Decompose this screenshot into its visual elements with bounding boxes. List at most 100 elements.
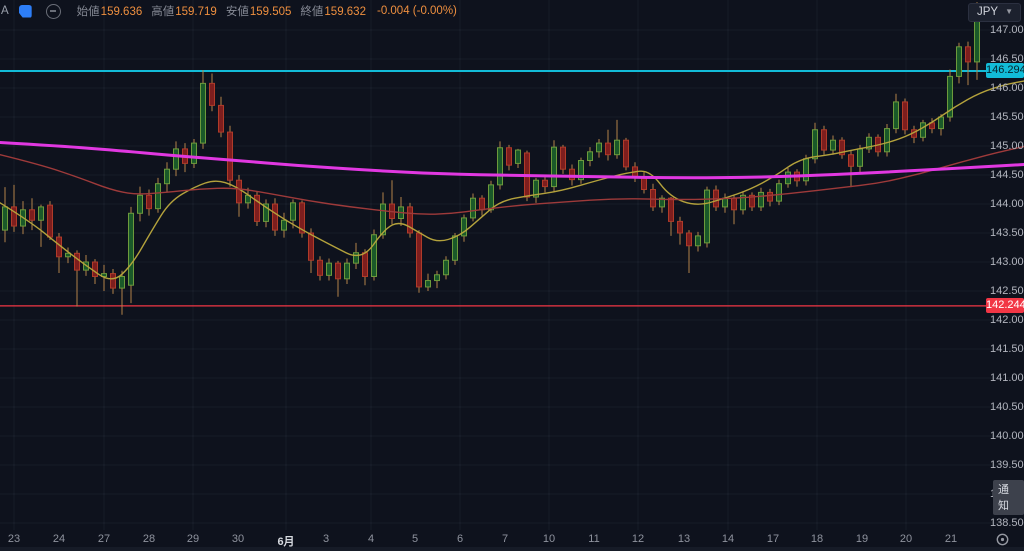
candle-body (380, 203, 386, 236)
candle (209, 73, 215, 112)
candle (650, 183, 656, 211)
lower-level-price-badge: 142.244 (986, 298, 1024, 314)
candle-body (218, 104, 224, 133)
candle (326, 258, 332, 281)
candle (668, 197, 674, 236)
candle-body (164, 168, 170, 185)
candle (272, 198, 278, 236)
candle-body (704, 189, 710, 244)
price-tick-label: 146.500 (990, 52, 1024, 65)
open-label: 始値 (76, 6, 100, 18)
candle-body (308, 232, 314, 261)
candle (281, 212, 287, 238)
candle-body (650, 189, 656, 208)
time-tick-label: 13 (677, 533, 691, 545)
price-tick-label: 143.000 (990, 255, 1024, 268)
upper-level-price-badge: 146.294 (986, 63, 1024, 79)
candle (200, 70, 206, 149)
candle (155, 177, 161, 213)
candle-body (371, 234, 377, 278)
candle-body (92, 261, 98, 277)
candle (263, 199, 269, 228)
candle (920, 119, 926, 142)
candle-body (938, 116, 944, 130)
candle-body (488, 184, 494, 211)
candle (191, 139, 197, 169)
time-tick-label: 3 (322, 533, 330, 545)
candle-body (353, 252, 359, 264)
price-tick-label: 139.500 (990, 458, 1024, 471)
high-label: 高値 (151, 6, 175, 18)
candle-body (668, 197, 674, 222)
candle (956, 42, 962, 84)
candle-body (569, 168, 575, 181)
candle-body (425, 280, 431, 288)
change-value: -0.004 (-0.00%) (376, 5, 457, 17)
candle (452, 233, 458, 265)
candle (794, 169, 800, 187)
candle-body (956, 46, 962, 77)
low-field: 安値159.505 (226, 3, 292, 19)
candle-body (866, 136, 872, 150)
candle-body (749, 194, 755, 208)
time-tick-label: 11 (588, 533, 600, 545)
time-tick-label: 6 (456, 533, 464, 545)
candle (605, 129, 611, 161)
candle (686, 230, 692, 274)
candle-body (758, 191, 764, 208)
notification-badge[interactable]: 通知 (993, 480, 1024, 515)
candle (578, 157, 584, 184)
candle (290, 199, 296, 229)
candle-body (173, 148, 179, 170)
time-tick-label: 27 (97, 533, 111, 545)
high-field: 高値159.719 (151, 3, 217, 19)
grid-lines (0, 0, 1024, 530)
symbol-label: A (1, 5, 9, 17)
candle (596, 139, 602, 158)
chevron-down-icon: ▼ (1005, 7, 1013, 16)
price-axis[interactable]: 146.294 142.244 147.000 146.500 146.000 145… (986, 0, 1024, 551)
candle-body (110, 273, 116, 289)
price-tick-label: 140.000 (990, 429, 1024, 442)
candle-body (821, 129, 827, 151)
time-tick-label: 23 (7, 533, 21, 545)
time-tick-label: 18 (810, 533, 824, 545)
candle (965, 41, 971, 86)
candle (758, 187, 764, 211)
candle (776, 179, 782, 206)
candle (371, 229, 377, 281)
candle (830, 135, 836, 155)
candle-body (551, 146, 557, 188)
collapse-legend-button[interactable] (45, 3, 61, 19)
candle (434, 270, 440, 289)
candle (533, 177, 539, 203)
ma-mid-line (0, 145, 1024, 215)
candle-body (920, 122, 926, 138)
candle-body (857, 148, 863, 167)
candle (902, 98, 908, 135)
high-value: 159.719 (175, 6, 217, 18)
gear-icon[interactable] (995, 532, 1010, 547)
candle (119, 270, 125, 315)
candle-body (146, 194, 152, 210)
level-lines (0, 69, 986, 307)
candle (740, 191, 746, 215)
candle (443, 256, 449, 280)
candle-body (38, 206, 44, 221)
candle (704, 186, 710, 248)
candle (947, 69, 953, 122)
candle (56, 233, 62, 274)
currency-selector[interactable]: JPY ▼ (967, 3, 1021, 22)
candle (38, 204, 44, 247)
price-tick-label: 141.000 (990, 371, 1024, 384)
candle-body (497, 147, 503, 186)
candle-body (731, 197, 737, 211)
candle (47, 201, 53, 240)
candle (506, 144, 512, 171)
time-axis[interactable]: 23 24 27 28 29 30 6月 3 4 5 6 7 10 11 12 13 14 17 18 19 20 21 (0, 530, 1024, 551)
open-field: 始値159.636 (77, 3, 143, 19)
candle-body (623, 139, 629, 168)
price-tick-label: 138.500 (990, 516, 1024, 529)
price-tick-label: 142.500 (990, 284, 1024, 297)
